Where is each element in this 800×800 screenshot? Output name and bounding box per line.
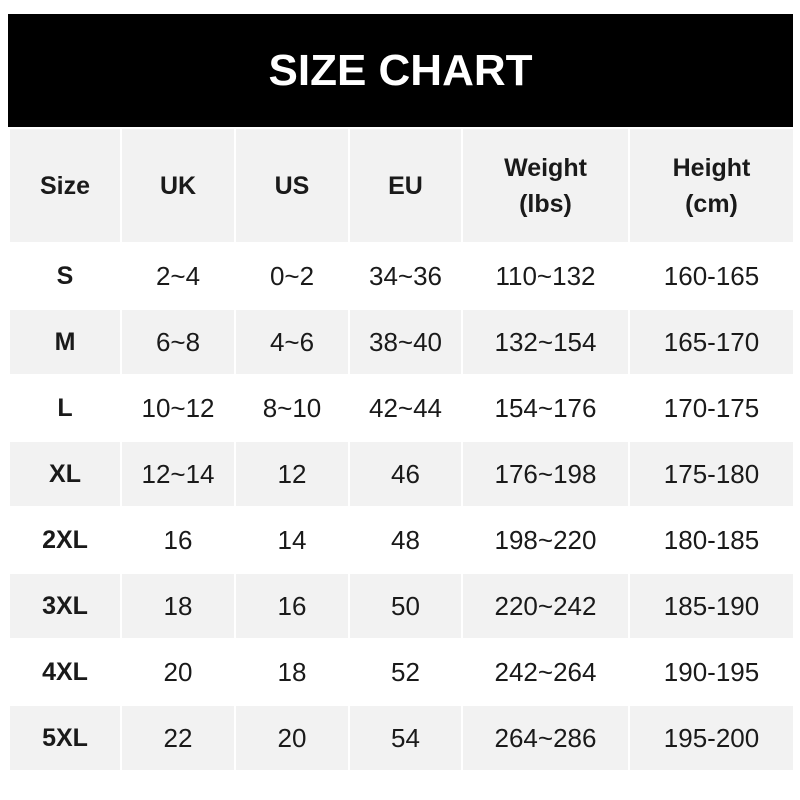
column-header: Height (cm) — [628, 127, 795, 244]
table-cell: 176~198 — [461, 440, 630, 508]
table-cell: 195-200 — [628, 704, 795, 772]
table-row: L 10~12 8~10 42~44 154~176 170-175 — [8, 374, 795, 442]
table-cell: 20 — [234, 704, 350, 772]
column-header: EU — [348, 127, 463, 244]
table-cell: 42~44 — [348, 374, 463, 442]
table-cell: 0~2 — [234, 242, 350, 310]
table-row: 2XL 16 14 48 198~220 180-185 — [8, 506, 795, 574]
column-header: Weight (lbs) — [461, 127, 630, 244]
table-row: S 2~4 0~2 34~36 110~132 160-165 — [8, 242, 795, 310]
table-cell: 132~154 — [461, 308, 630, 376]
table-cell: 48 — [348, 506, 463, 574]
table-cell: 242~264 — [461, 638, 630, 706]
table-cell: 110~132 — [461, 242, 630, 310]
column-header: UK — [120, 127, 236, 244]
column-header-line: EU — [388, 171, 423, 200]
table-cell: 16 — [120, 506, 236, 574]
column-header: Size — [8, 127, 122, 244]
size-cell: 2XL — [8, 506, 122, 574]
table-cell: 6~8 — [120, 308, 236, 376]
table-cell: 154~176 — [461, 374, 630, 442]
table-cell: 190-195 — [628, 638, 795, 706]
size-chart-title: SIZE CHART — [8, 14, 793, 127]
table-cell: 50 — [348, 572, 463, 640]
table-cell: 20 — [120, 638, 236, 706]
table-cell: 170-175 — [628, 374, 795, 442]
table-cell: 220~242 — [461, 572, 630, 640]
table-cell: 18 — [234, 638, 350, 706]
table-row: 4XL 20 18 52 242~264 190-195 — [8, 638, 795, 706]
table-cell: 16 — [234, 572, 350, 640]
size-cell: M — [8, 308, 122, 376]
table-cell: 18 — [120, 572, 236, 640]
table-cell: 198~220 — [461, 506, 630, 574]
table-cell: 165-170 — [628, 308, 795, 376]
table-cell: 185-190 — [628, 572, 795, 640]
table-cell: 46 — [348, 440, 463, 508]
header-row: Size UK US EU Weight (lbs) Height (cm) — [8, 127, 795, 244]
table-cell: 12 — [234, 440, 350, 508]
table-cell: 180-185 — [628, 506, 795, 574]
size-cell: L — [8, 374, 122, 442]
table-cell: 54 — [348, 704, 463, 772]
table-row: 3XL 18 16 50 220~242 185-190 — [8, 572, 795, 640]
table-cell: 2~4 — [120, 242, 236, 310]
table-cell: 52 — [348, 638, 463, 706]
size-cell: 4XL — [8, 638, 122, 706]
table-cell: 175-180 — [628, 440, 795, 508]
size-cell: 5XL — [8, 704, 122, 772]
table-row: M 6~8 4~6 38~40 132~154 165-170 — [8, 308, 795, 376]
table-cell: 34~36 — [348, 242, 463, 310]
column-header-line: US — [274, 171, 310, 200]
column-header-line: (cm) — [685, 189, 738, 218]
table-row: 5XL 22 20 54 264~286 195-200 — [8, 704, 795, 772]
column-header-line: Weight — [504, 153, 587, 182]
size-cell: XL — [8, 440, 122, 508]
table-cell: 22 — [120, 704, 236, 772]
table-row: XL 12~14 12 46 176~198 175-180 — [8, 440, 795, 508]
table-cell: 14 — [234, 506, 350, 574]
column-header-line: Size — [39, 171, 91, 200]
table-cell: 4~6 — [234, 308, 350, 376]
table-cell: 38~40 — [348, 308, 463, 376]
column-header-line: (lbs) — [519, 189, 572, 218]
table-cell: 12~14 — [120, 440, 236, 508]
size-cell: 3XL — [8, 572, 122, 640]
size-chart-table: Size UK US EU Weight (lbs) Height (cm) S 2~4 0~2 3… — [8, 127, 795, 772]
column-header-line: Height — [672, 153, 751, 182]
size-cell: S — [8, 242, 122, 310]
column-header: US — [234, 127, 350, 244]
column-header-line: UK — [159, 171, 197, 200]
table-cell: 8~10 — [234, 374, 350, 442]
table-cell: 264~286 — [461, 704, 630, 772]
table-cell: 10~12 — [120, 374, 236, 442]
table-cell: 160-165 — [628, 242, 795, 310]
